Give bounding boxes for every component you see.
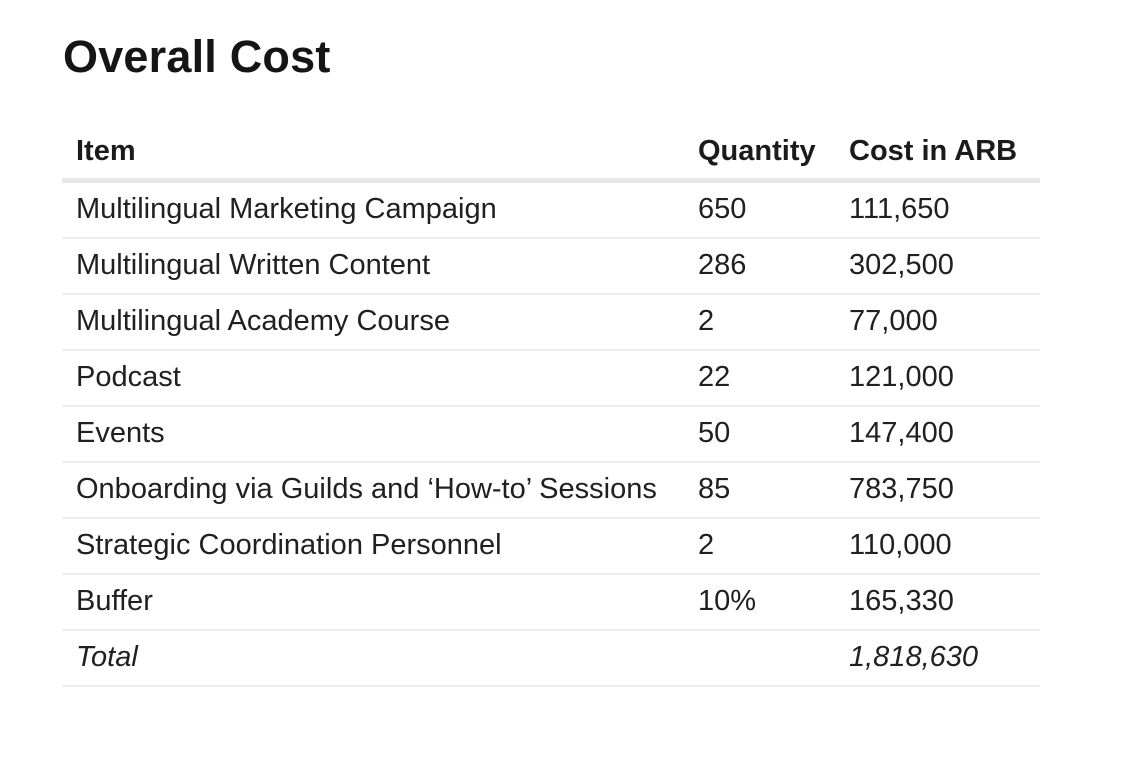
table-row: Multilingual Academy Course 2 77,000: [62, 293, 1040, 351]
table-row: Buffer 10% 165,330: [62, 573, 1040, 631]
header-item: Item: [62, 125, 698, 183]
cost-cell: 110,000: [849, 517, 1040, 575]
item-cell: Multilingual Marketing Campaign: [62, 180, 698, 239]
item-cell: Buffer: [62, 573, 698, 631]
quantity-cell: 22: [698, 349, 849, 407]
quantity-cell: 2: [698, 293, 849, 351]
page-title: Overall Cost: [63, 31, 331, 82]
cost-cell: 783,750: [849, 461, 1040, 519]
item-cell: Podcast: [62, 349, 698, 407]
table-header: Item Quantity Cost in ARB: [62, 125, 1040, 183]
cost-cell: 121,000: [849, 349, 1040, 407]
table-body: Multilingual Marketing Campaign 650 111,…: [62, 180, 1040, 687]
overall-cost-table: Item Quantity Cost in ARB Multilingual M…: [62, 125, 1040, 687]
quantity-cell: 286: [698, 237, 849, 295]
quantity-cell: 50: [698, 405, 849, 463]
item-cell: Events: [62, 405, 698, 463]
quantity-cell: 2: [698, 517, 849, 575]
total-quantity-cell: [698, 629, 849, 687]
cost-cell: 111,650: [849, 180, 1040, 239]
table-row: Events 50 147,400: [62, 405, 1040, 463]
total-label-cell: Total: [62, 629, 698, 687]
cost-cell: 77,000: [849, 293, 1040, 351]
quantity-cell: 650: [698, 180, 849, 239]
item-cell: Onboarding via Guilds and ‘How-to’ Sessi…: [62, 461, 698, 519]
header-row: Item Quantity Cost in ARB: [62, 125, 1040, 183]
table-row: Multilingual Marketing Campaign 650 111,…: [62, 180, 1040, 239]
cost-cell: 147,400: [849, 405, 1040, 463]
table-row: Strategic Coordination Personnel 2 110,0…: [62, 517, 1040, 575]
cost-cell: 302,500: [849, 237, 1040, 295]
table-row: Multilingual Written Content 286 302,500: [62, 237, 1040, 295]
item-cell: Strategic Coordination Personnel: [62, 517, 698, 575]
header-quantity: Quantity: [698, 125, 849, 183]
item-cell: Multilingual Written Content: [62, 237, 698, 295]
table-row: Onboarding via Guilds and ‘How-to’ Sessi…: [62, 461, 1040, 519]
total-row: Total 1,818,630: [62, 629, 1040, 687]
table-row: Podcast 22 121,000: [62, 349, 1040, 407]
cost-cell: 165,330: [849, 573, 1040, 631]
item-cell: Multilingual Academy Course: [62, 293, 698, 351]
total-cost-cell: 1,818,630: [849, 629, 1040, 687]
header-cost: Cost in ARB: [849, 125, 1040, 183]
quantity-cell: 10%: [698, 573, 849, 631]
quantity-cell: 85: [698, 461, 849, 519]
document-page: Overall Cost Item Quantity Cost in ARB M…: [0, 31, 1134, 771]
